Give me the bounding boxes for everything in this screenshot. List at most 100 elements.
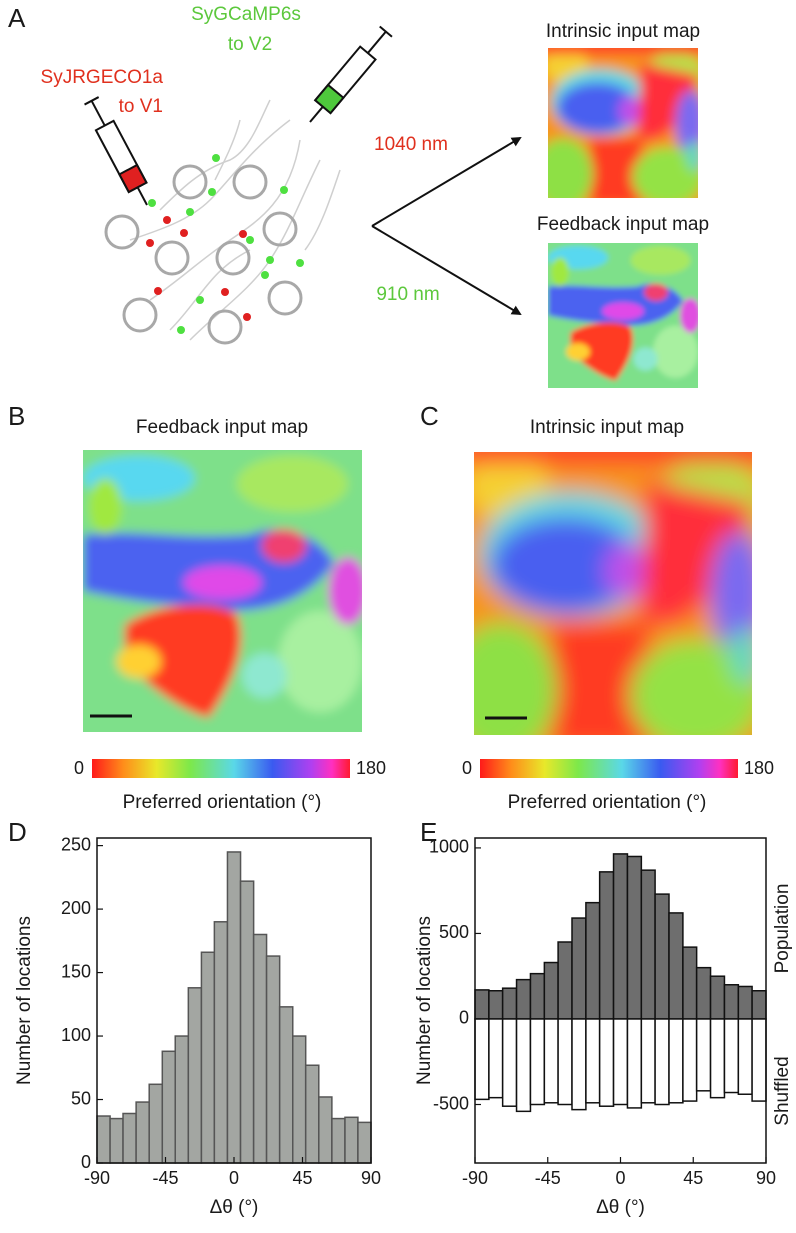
y-tick-label: 250 (61, 834, 91, 854)
neuron-somas (104, 164, 303, 345)
bar (695, 1018, 712, 1092)
bar (344, 1116, 359, 1164)
green-boutons (148, 154, 304, 334)
bar (122, 1112, 137, 1164)
panel-letter: B (8, 401, 25, 431)
y-tick-label: 100 (61, 1025, 91, 1045)
virus-target: to V2 (228, 34, 272, 55)
syringe-green (309, 25, 393, 123)
bar (654, 893, 670, 1020)
bar (515, 1018, 532, 1113)
bar (654, 1018, 670, 1106)
bar (331, 1117, 346, 1164)
bar (213, 921, 229, 1164)
map-title: Intrinsic input map (546, 21, 700, 42)
orientation-map (533, 229, 713, 403)
bar (571, 1018, 587, 1111)
bar (318, 1096, 333, 1164)
x-tick-label: 90 (756, 1168, 776, 1188)
bar (135, 1101, 150, 1164)
bar (226, 851, 242, 1164)
y-axis-label: Number of locations (14, 916, 35, 1085)
colorbar (92, 759, 350, 778)
bar (640, 1018, 656, 1104)
bar (668, 912, 684, 1020)
red-boutons (146, 216, 251, 321)
x-tick-label: -90 (462, 1168, 488, 1188)
bar (278, 1006, 294, 1164)
y-tick-label: 0 (81, 1152, 91, 1172)
orientation-map (533, 33, 713, 213)
bar (737, 985, 753, 1020)
x-tick-label: -90 (84, 1168, 110, 1188)
bar (640, 869, 656, 1020)
y-tick-label: 500 (439, 922, 469, 942)
x-tick-label: -45 (535, 1168, 561, 1188)
bar (626, 1018, 643, 1109)
orientation-map (55, 422, 390, 760)
virus-target: to V1 (119, 96, 163, 117)
bar (501, 1018, 518, 1107)
bar (488, 1018, 504, 1099)
bar (585, 901, 601, 1020)
panel-letter: D (8, 817, 27, 847)
bar (96, 1115, 111, 1164)
bar (501, 987, 518, 1020)
wavelength: 1040 nm (374, 134, 448, 155)
y-tick-label: 0 (459, 1008, 469, 1028)
x-axis-label: Δθ (°) (210, 1197, 259, 1218)
x-axis-label: Δθ (°) (596, 1197, 645, 1218)
bar (529, 1018, 546, 1106)
legend-label: Shuffled (772, 1056, 793, 1125)
legend-label: Population (772, 884, 793, 974)
bar (682, 1018, 698, 1102)
bar (682, 946, 698, 1020)
bar (751, 1018, 767, 1102)
colorbar-tick-label: 0 (74, 758, 84, 778)
y-tick-label: -500 (433, 1093, 469, 1113)
panel-letter: C (420, 401, 439, 431)
bar (737, 1018, 753, 1095)
bar (109, 1117, 124, 1164)
bar (161, 1050, 176, 1164)
schematic (129, 99, 341, 341)
bar (598, 871, 615, 1020)
bar (557, 1018, 573, 1106)
bar (612, 853, 629, 1020)
map-title: Feedback input map (136, 417, 308, 438)
panel-letter: E (420, 817, 437, 847)
bar (187, 987, 203, 1164)
orientation-map (446, 424, 780, 764)
bar (200, 951, 216, 1164)
syringe-red (84, 96, 148, 206)
bar (474, 1018, 490, 1101)
y-tick-label: 200 (61, 898, 91, 918)
bar (612, 1018, 629, 1106)
bar (723, 984, 740, 1020)
virus-label: SyGCaMP6s (191, 4, 301, 25)
colorbar (480, 759, 738, 778)
bar (529, 972, 546, 1020)
virus-label: SyJRGECO1a (41, 67, 164, 88)
map-title: Feedback input map (537, 214, 709, 235)
bar (585, 1018, 601, 1104)
bar (709, 975, 726, 1020)
y-tick-label: 1000 (429, 837, 469, 857)
y-tick-label: 50 (71, 1088, 91, 1108)
bar (515, 978, 532, 1020)
colorbar-tick-label: 180 (356, 758, 386, 778)
colorbar-label: Preferred orientation (°) (508, 792, 707, 813)
bar (292, 1035, 307, 1164)
y-tick-label: 150 (61, 961, 91, 981)
bar (252, 933, 268, 1164)
bar (723, 1018, 740, 1094)
y-axis-label: Number of locations (414, 916, 435, 1085)
x-tick-label: 0 (615, 1168, 625, 1188)
bar (557, 941, 573, 1020)
arrow (371, 225, 522, 316)
x-tick-label: 45 (683, 1168, 703, 1188)
map-title: Intrinsic input map (530, 417, 684, 438)
colorbar-label: Preferred orientation (°) (123, 792, 322, 813)
